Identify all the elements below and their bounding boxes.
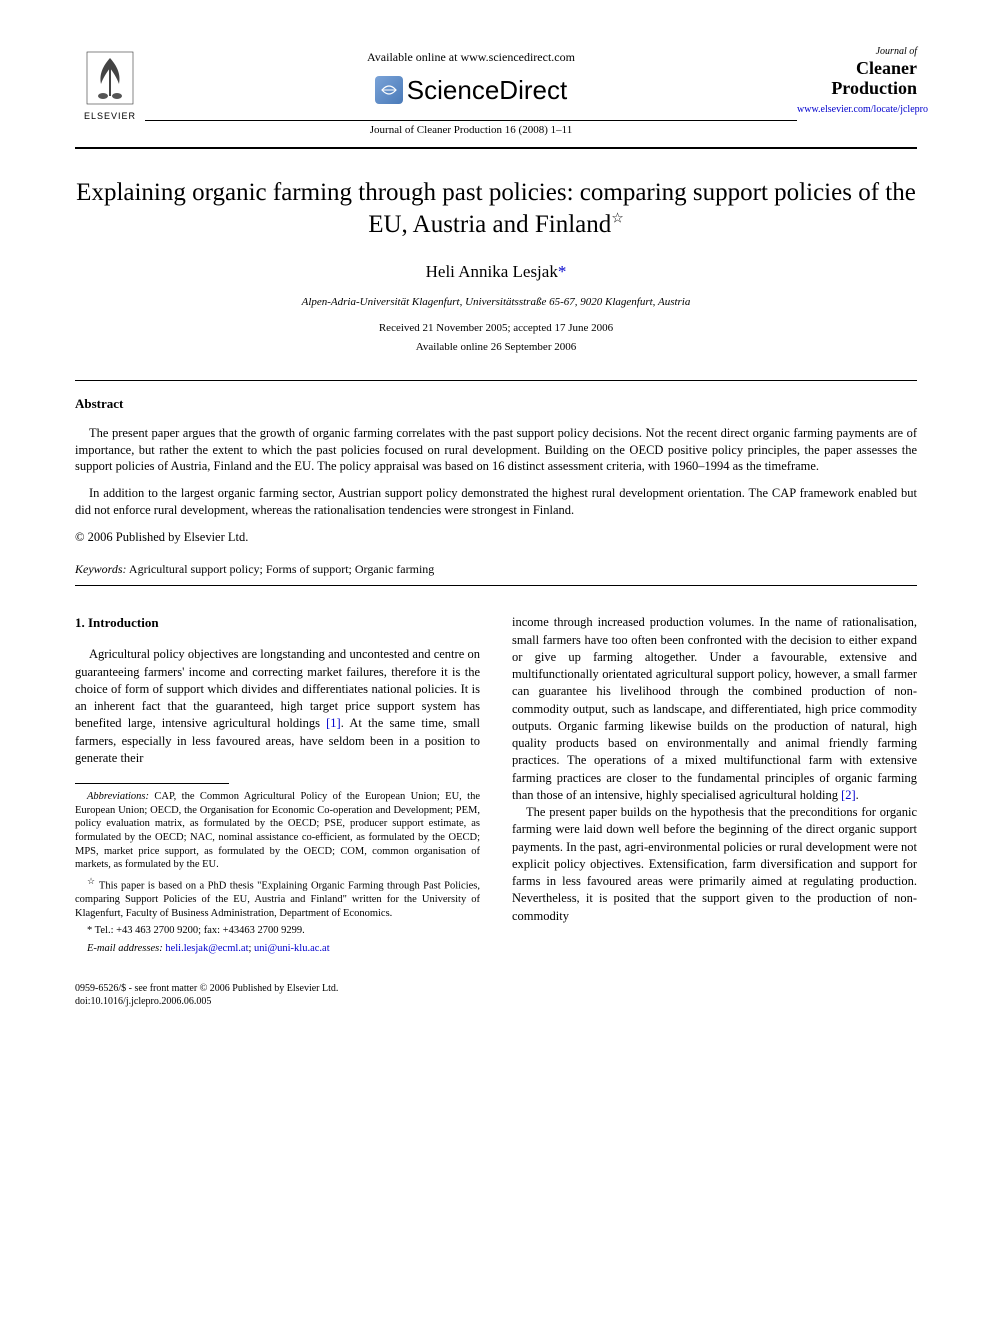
header-rule-top <box>145 120 797 121</box>
abstract-rule-top <box>75 380 917 381</box>
journal-logo-line1: Cleaner <box>797 59 917 79</box>
publisher-name: ELSEVIER <box>84 110 136 123</box>
email-link-1[interactable]: heli.lesjak@ecml.at <box>165 943 248 954</box>
body-columns: 1. Introduction Agricultural policy obje… <box>75 614 917 959</box>
footnote-star: ☆ This paper is based on a PhD thesis "E… <box>75 876 480 920</box>
footnote-corresponding: * Tel.: +43 463 2700 9200; fax: +43463 2… <box>75 924 480 938</box>
email-link-2[interactable]: uni@uni-klu.ac.at <box>254 943 330 954</box>
header-rule-bottom <box>75 147 917 149</box>
center-header: Available online at www.sciencedirect.co… <box>145 45 797 139</box>
intro-right-p1-a: income through increased production volu… <box>512 615 917 802</box>
footer-line-1: 0959-6526/$ - see front matter © 2006 Pu… <box>75 982 917 995</box>
author-name: Heli Annika Lesjak <box>426 262 558 281</box>
header-row: ELSEVIER Available online at www.science… <box>75 45 917 139</box>
available-online-text: Available online at www.sciencedirect.co… <box>145 49 797 66</box>
title-footnote-marker: ☆ <box>611 212 624 227</box>
intro-right-p2: The present paper builds on the hypothes… <box>512 804 917 925</box>
abbrev-text: CAP, the Common Agricultural Policy of t… <box>75 791 480 870</box>
corr-text: Tel.: +43 463 2700 9200; fax: +43463 270… <box>92 925 304 936</box>
keywords-label: Keywords: <box>75 562 127 576</box>
abstract-copyright: © 2006 Published by Elsevier Ltd. <box>75 529 917 547</box>
left-column: 1. Introduction Agricultural policy obje… <box>75 614 480 959</box>
article-title: Explaining organic farming through past … <box>75 177 917 242</box>
sciencedirect-text: ScienceDirect <box>407 72 567 108</box>
keywords-text: Agricultural support policy; Forms of su… <box>127 562 435 576</box>
elsevier-tree-icon <box>83 48 137 108</box>
intro-right-p1: income through increased production volu… <box>512 614 917 804</box>
email-label: E-mail addresses: <box>87 943 163 954</box>
title-text: Explaining organic farming through past … <box>76 179 916 239</box>
ref-1-link[interactable]: [1] <box>326 716 341 730</box>
abstract-p2: In addition to the largest organic farmi… <box>75 485 917 519</box>
keywords-line: Keywords: Agricultural support policy; F… <box>75 561 917 578</box>
elsevier-logo: ELSEVIER <box>75 45 145 125</box>
sciencedirect-brand: ScienceDirect <box>145 72 797 108</box>
abstract-rule-bottom <box>75 585 917 586</box>
journal-logo: Journal of Cleaner Production www.elsevi… <box>797 45 917 117</box>
footnote-email: E-mail addresses: heli.lesjak@ecml.at; u… <box>75 942 480 956</box>
author-corr-marker[interactable]: * <box>558 262 567 281</box>
footnote-abbreviations: Abbreviations: CAP, the Common Agricultu… <box>75 790 480 872</box>
journal-reference: Journal of Cleaner Production 16 (2008) … <box>145 123 797 138</box>
abstract-p1: The present paper argues that the growth… <box>75 425 917 476</box>
right-column: income through increased production volu… <box>512 614 917 959</box>
intro-right-p1-b: . <box>856 788 859 802</box>
affiliation: Alpen-Adria-Universität Klagenfurt, Univ… <box>75 295 917 310</box>
star-marker: ☆ <box>87 876 96 886</box>
intro-left-p1: Agricultural policy objectives are longs… <box>75 646 480 767</box>
ref-2-link[interactable]: [2] <box>841 788 856 802</box>
abstract-heading: Abstract <box>75 395 917 413</box>
footnote-rule <box>75 783 229 784</box>
sciencedirect-icon <box>375 76 403 104</box>
abbrev-label: Abbreviations: <box>87 791 149 802</box>
available-online-date: Available online 26 September 2006 <box>75 340 917 355</box>
author-line: Heli Annika Lesjak* <box>75 260 917 284</box>
journal-logo-top: Journal of <box>797 45 917 59</box>
star-text: This paper is based on a PhD thesis "Exp… <box>75 880 480 918</box>
intro-heading: 1. Introduction <box>75 614 480 632</box>
journal-homepage-link[interactable]: www.elsevier.com/locate/jclepro <box>797 103 917 117</box>
footer-line-2: doi:10.1016/j.jclepro.2006.06.005 <box>75 995 917 1008</box>
journal-logo-line2: Production <box>797 79 917 99</box>
page-footer: 0959-6526/$ - see front matter © 2006 Pu… <box>75 982 917 1008</box>
received-accepted-dates: Received 21 November 2005; accepted 17 J… <box>75 321 917 336</box>
